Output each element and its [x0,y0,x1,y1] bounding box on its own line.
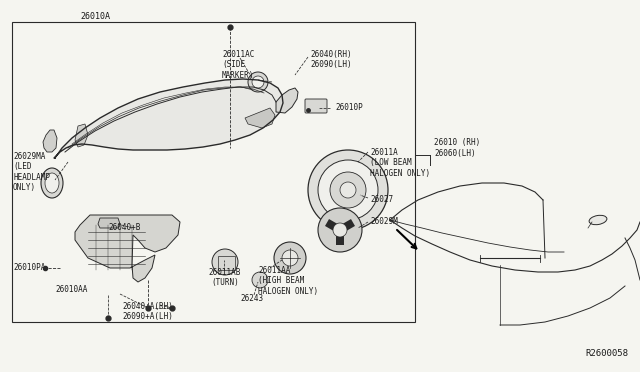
Circle shape [252,76,264,88]
Text: 26010 (RH)
26060(LH): 26010 (RH) 26060(LH) [434,138,480,158]
Circle shape [318,160,378,220]
Polygon shape [342,219,355,231]
Ellipse shape [41,168,63,198]
Circle shape [330,172,366,208]
Text: 26011AA
(HIGH BEAM
HALOGEN ONLY): 26011AA (HIGH BEAM HALOGEN ONLY) [258,266,318,296]
Text: 26010AA: 26010AA [55,285,88,295]
Polygon shape [245,108,275,128]
Ellipse shape [45,173,59,193]
Circle shape [274,242,306,274]
Polygon shape [336,235,344,245]
Bar [12,22,415,322]
Text: 26010PA: 26010PA [13,263,45,273]
Text: 26029M: 26029M [370,218,397,227]
Circle shape [318,208,362,252]
Text: 26243: 26243 [241,294,264,303]
Circle shape [282,250,298,266]
Circle shape [340,182,356,198]
Circle shape [248,72,268,92]
Text: 26027: 26027 [370,196,393,205]
Circle shape [333,223,347,237]
Polygon shape [276,88,298,113]
Polygon shape [43,130,57,152]
Text: 26040+A(RH)
26090+A(LH): 26040+A(RH) 26090+A(LH) [123,302,173,321]
Polygon shape [325,219,338,231]
Text: 26011AC
(SIDE
MARKER): 26011AC (SIDE MARKER) [222,50,254,80]
Text: 26029MA
(LED
HEADLAMP
ONLY): 26029MA (LED HEADLAMP ONLY) [13,152,50,192]
Polygon shape [75,215,180,282]
Ellipse shape [589,215,607,225]
Text: R2600058: R2600058 [585,349,628,358]
Polygon shape [54,79,283,158]
Polygon shape [75,124,88,147]
Text: 26010P: 26010P [335,103,363,112]
Circle shape [308,150,388,230]
Text: 26011AB
(TURN): 26011AB (TURN) [209,268,241,288]
FancyBboxPatch shape [305,99,327,113]
Text: 26040+B: 26040+B [108,224,140,232]
Text: 26011A
(LOW BEAM
HALOGEN ONLY): 26011A (LOW BEAM HALOGEN ONLY) [370,148,430,178]
Circle shape [212,249,238,275]
Text: 26040(RH)
26090(LH): 26040(RH) 26090(LH) [310,50,351,70]
Text: 26010A: 26010A [80,12,110,21]
Polygon shape [98,218,120,228]
Polygon shape [218,256,235,270]
Circle shape [252,272,268,288]
